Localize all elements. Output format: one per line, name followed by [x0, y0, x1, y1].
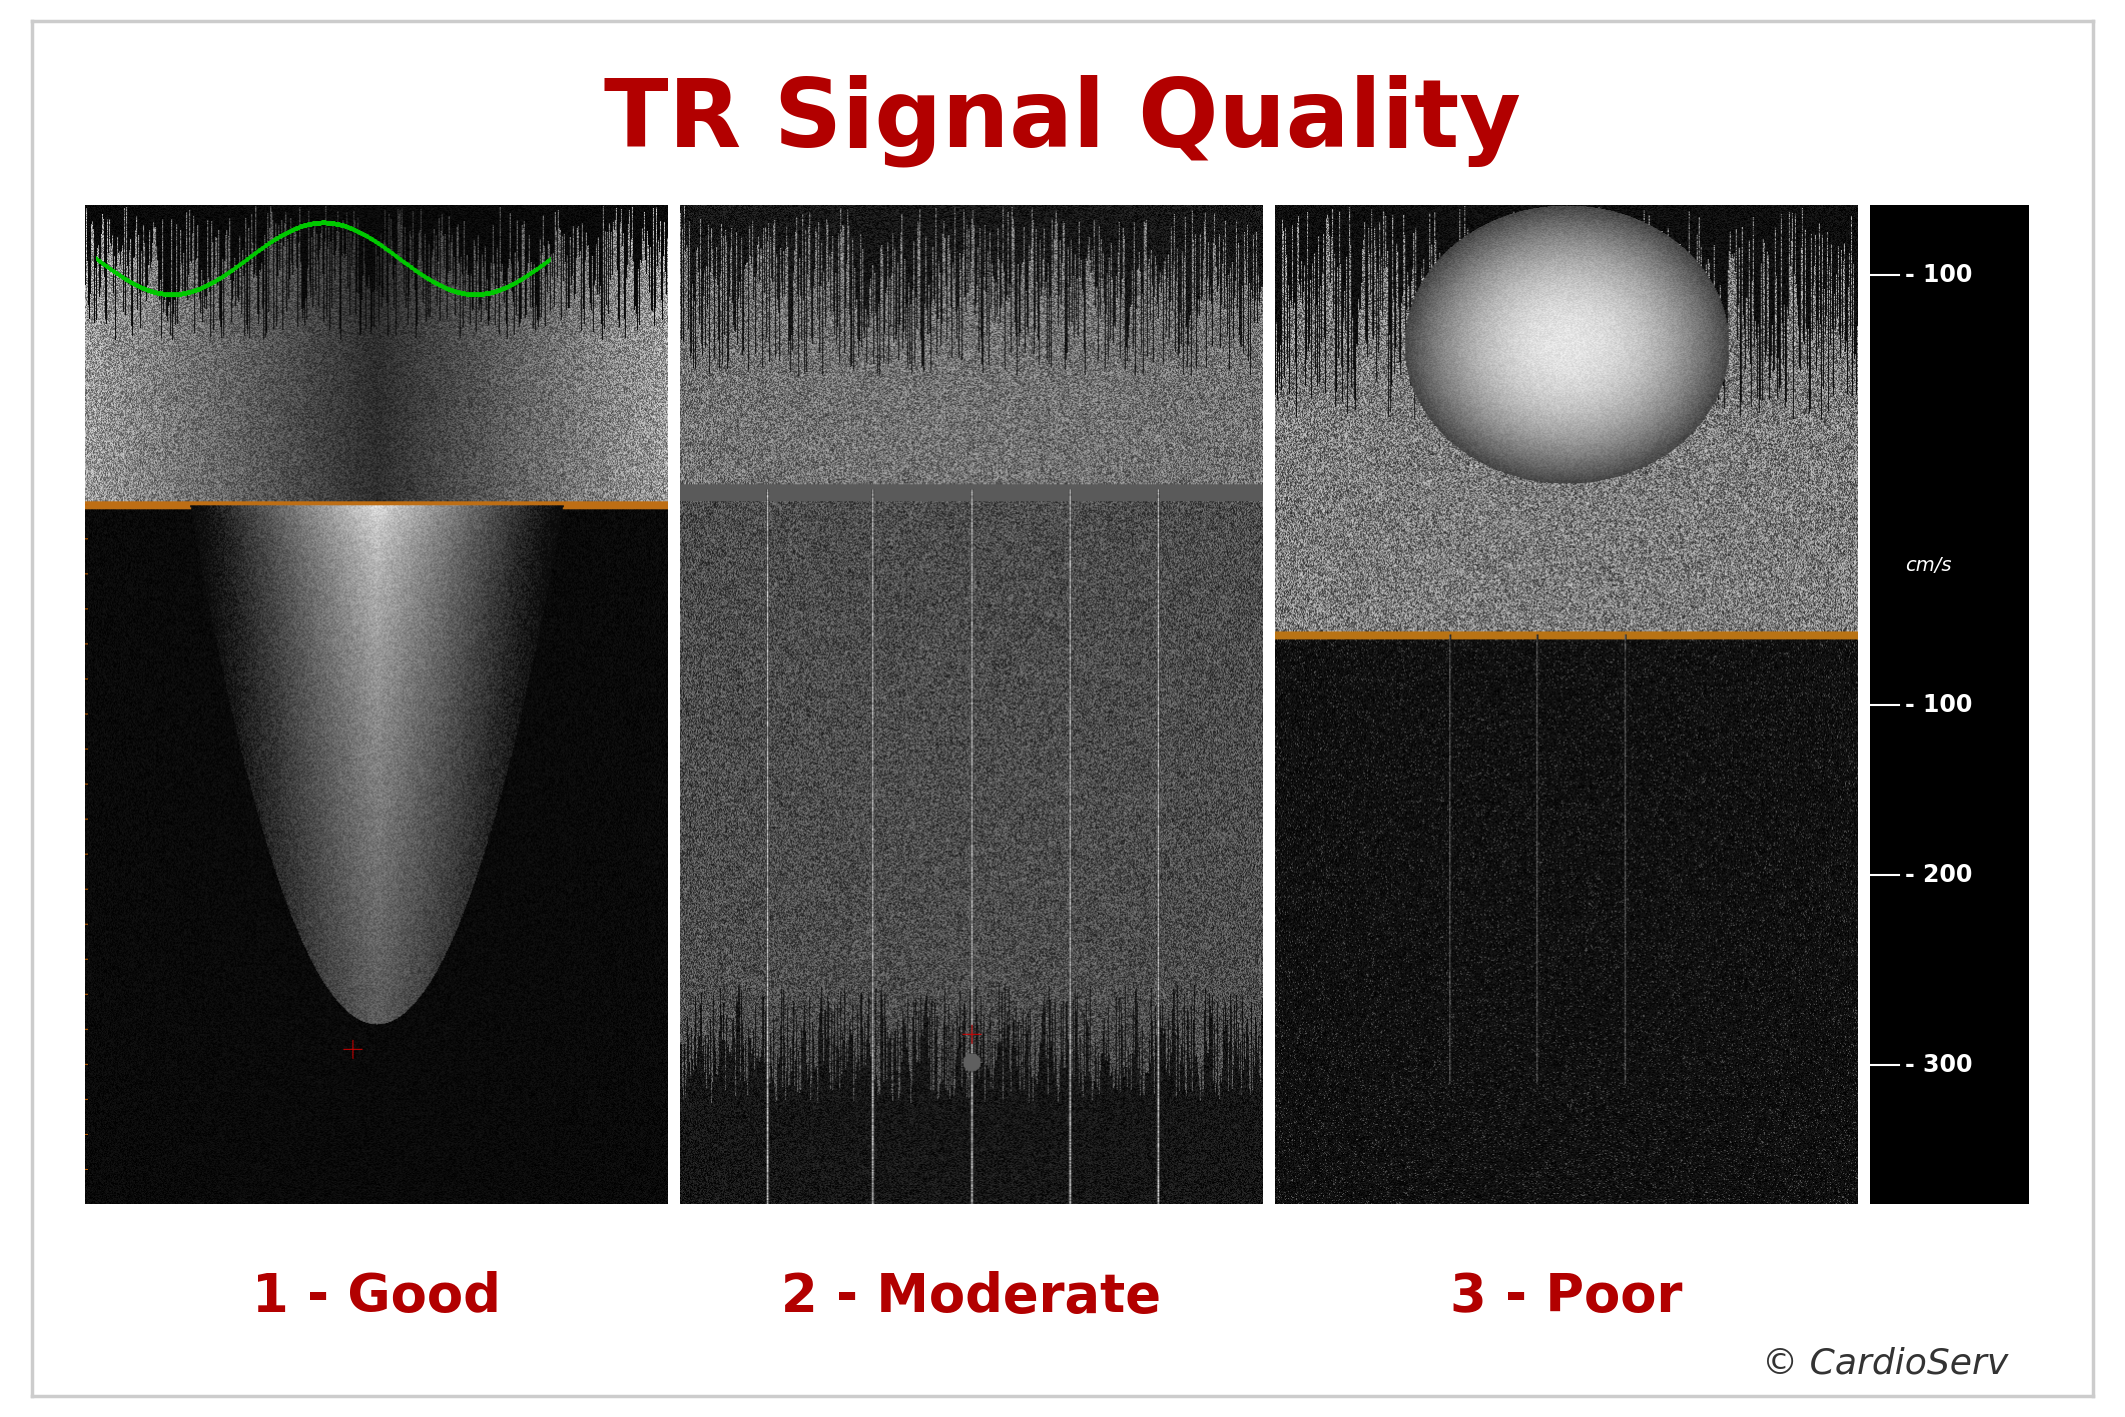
Text: - 200: - 200	[1904, 863, 1972, 887]
Text: TR Signal Quality: TR Signal Quality	[604, 74, 1522, 167]
Text: 1 - Good: 1 - Good	[251, 1271, 502, 1322]
Text: 2 - Moderate: 2 - Moderate	[782, 1271, 1160, 1322]
Text: cm/s: cm/s	[1904, 555, 1951, 575]
Text: © CardioServ: © CardioServ	[1762, 1346, 2008, 1380]
Text: - 100: - 100	[1904, 693, 1972, 717]
Text: 3 - Poor: 3 - Poor	[1449, 1271, 1683, 1322]
Text: - 100: - 100	[1904, 264, 1972, 288]
Text: - 300: - 300	[1904, 1053, 1972, 1077]
